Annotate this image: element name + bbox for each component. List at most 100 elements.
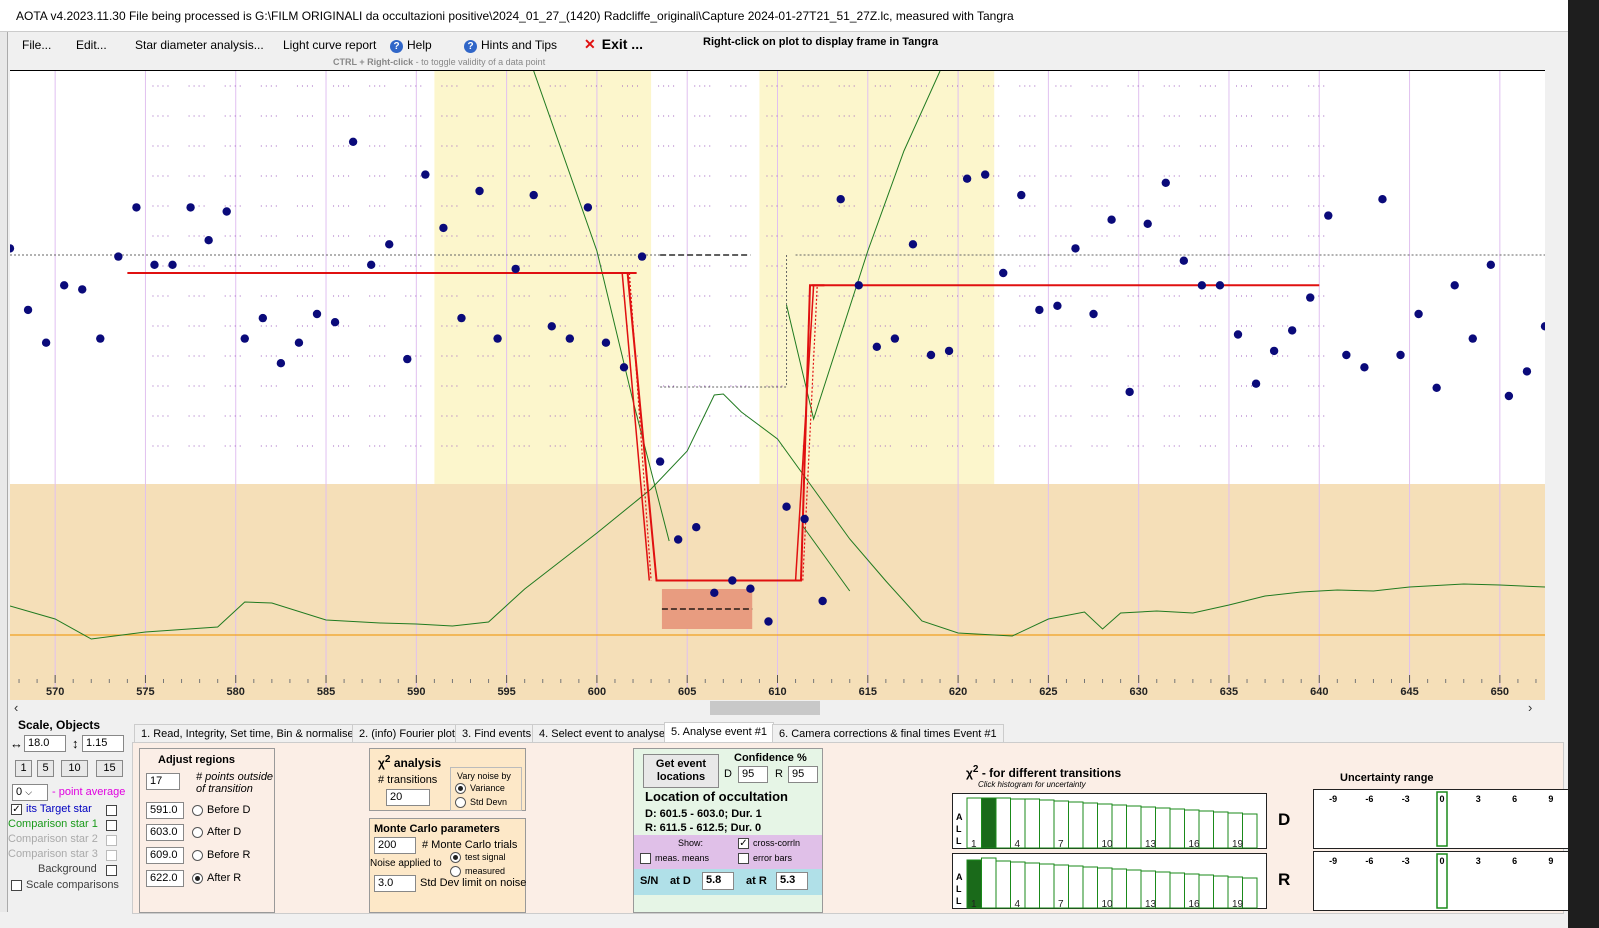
- uncertainty-r[interactable]: -9 -6 -3 0 3 6 9: [1313, 851, 1569, 911]
- variance-radio[interactable]: Variance: [455, 783, 505, 795]
- tab-analyse-event[interactable]: 5. Analyse event #1: [664, 722, 775, 744]
- monte-carlo-trials-input[interactable]: 200: [374, 837, 416, 854]
- menu-light-curve-report[interactable]: Light curve report: [283, 38, 377, 52]
- comparison-star-3-label[interactable]: Comparison star 3: [8, 848, 98, 860]
- before-d-radio-dot[interactable]: [192, 804, 203, 816]
- comparison-star-3-checkbox[interactable]: [106, 850, 117, 861]
- before-d-value[interactable]: 591.0: [146, 802, 184, 819]
- snr-at-d-label: at D: [670, 875, 691, 887]
- after-d-value[interactable]: 603.0: [146, 824, 184, 841]
- uncertainty-tick-label: 9: [1548, 856, 1553, 866]
- monte-carlo-trials-label: # Monte Carlo trials: [422, 839, 518, 851]
- data-point: [240, 334, 249, 343]
- tab-fourier[interactable]: 2. (info) Fourier plot: [352, 724, 462, 744]
- error-bars-box[interactable]: [738, 853, 749, 865]
- test-signal-radio-dot[interactable]: [450, 852, 461, 864]
- data-point: [601, 338, 611, 347]
- menu-star-diameter[interactable]: Star diameter analysis...: [135, 38, 264, 52]
- cross-corrln-checkbox[interactable]: ✓ cross-corrln: [738, 838, 800, 850]
- data-point: [637, 252, 647, 261]
- confidence-r-input[interactable]: 95: [788, 766, 818, 783]
- cross-corrln-box[interactable]: ✓: [738, 838, 749, 850]
- target-star-scale-checkbox[interactable]: [106, 805, 117, 816]
- comparison-star-2-label[interactable]: Comparison star 2: [8, 833, 98, 845]
- before-r-value[interactable]: 609.0: [146, 847, 184, 864]
- after-r-region: [759, 71, 995, 484]
- background-checkbox[interactable]: [106, 865, 117, 876]
- stddev-radio-dot[interactable]: [455, 797, 466, 809]
- menu-exit[interactable]: ✕ Exit ...: [584, 36, 643, 53]
- test-signal-radio[interactable]: test signal: [450, 852, 506, 864]
- tab-camera-corrections[interactable]: 6. Camera corrections & final times Even…: [772, 724, 1004, 744]
- light-curve-svg[interactable]: 570 575 580 585 590 595 600 605 610 615 620 625 630 6…: [10, 71, 1545, 701]
- menu-file[interactable]: File...: [22, 38, 52, 52]
- uncertainty-tick-label: -9: [1329, 856, 1337, 866]
- before-r-radio-dot[interactable]: [192, 849, 203, 861]
- points-outside-input[interactable]: 17: [146, 773, 180, 790]
- menu-hints[interactable]: ? Hints and Tips: [464, 38, 557, 53]
- meas-means-checkbox[interactable]: meas. means: [640, 853, 709, 865]
- scale-comparisons-row[interactable]: Scale comparisons: [11, 879, 119, 891]
- meas-means-box[interactable]: [640, 853, 651, 865]
- comparison-star-1-checkbox[interactable]: [106, 820, 117, 831]
- chi2-histogram-d[interactable]: A L L 1 4 7 10 13 16 19: [952, 793, 1268, 850]
- after-r-radio-dot[interactable]: [192, 872, 203, 884]
- before-r-label: Before R: [207, 849, 251, 861]
- points-outside-value: 17: [150, 775, 163, 787]
- menu-edit[interactable]: Edit...: [76, 38, 107, 52]
- variance-radio-dot[interactable]: [455, 783, 466, 795]
- data-point: [1089, 309, 1098, 319]
- target-star-checkbox[interactable]: ✓: [11, 803, 22, 815]
- target-star-row[interactable]: ✓ its Target star: [11, 803, 92, 815]
- tab-find-events[interactable]: 3. Find events: [455, 724, 539, 744]
- histogram-bar: [1082, 802, 1098, 849]
- before-d-radio[interactable]: Before D: [192, 804, 250, 816]
- confidence-d-input[interactable]: 95: [738, 766, 768, 783]
- after-r-radio[interactable]: After R: [192, 872, 241, 884]
- data-point: [908, 240, 918, 249]
- vertical-scale-input[interactable]: 1.15: [82, 735, 124, 752]
- after-d-radio-dot[interactable]: [192, 826, 203, 838]
- data-point: [926, 350, 936, 360]
- comparison-star-2-checkbox[interactable]: [106, 835, 117, 846]
- histogram-tick-label: 1: [971, 839, 977, 850]
- horizontal-scale-input[interactable]: 18.0: [24, 735, 66, 752]
- data-point: [782, 502, 791, 511]
- stddev-radio[interactable]: Std Devn: [455, 797, 507, 809]
- tab-select-event[interactable]: 4. Select event to analyse: [532, 724, 672, 744]
- histogram-tick-label: 1: [971, 899, 977, 910]
- uncertainty-d[interactable]: -9 -6 -3 0 3 6 9: [1313, 789, 1569, 849]
- measured-radio-dot[interactable]: [450, 866, 461, 878]
- light-curve-plot[interactable]: 570 575 580 585 590 595 600 605 610 615 620 625 630 6…: [10, 70, 1545, 701]
- error-bars-checkbox[interactable]: error bars: [738, 853, 792, 865]
- scale-comparisons-checkbox[interactable]: [11, 879, 22, 891]
- menu-exit-label: Exit ...: [601, 36, 643, 52]
- histogram-bar: [1169, 872, 1185, 909]
- chi2-histogram-d-svg[interactable]: ALL 1 4 7 10 13 16 19: [953, 794, 1268, 850]
- scale-button-15[interactable]: 15: [96, 760, 123, 777]
- get-event-locations-button[interactable]: Get event locations: [643, 754, 719, 788]
- transitions-input[interactable]: 20: [386, 789, 430, 806]
- measured-radio[interactable]: measured: [450, 866, 505, 878]
- data-point: [1468, 334, 1477, 343]
- data-point: [980, 170, 990, 179]
- chi2-histogram-r[interactable]: A L L 1 4 7 10 13 16 19: [952, 853, 1268, 910]
- before-r-radio[interactable]: Before R: [192, 849, 250, 861]
- scale-button-1[interactable]: 1: [15, 760, 32, 777]
- after-d-radio[interactable]: After D: [192, 826, 241, 838]
- chevron-left-icon[interactable]: ‹: [14, 700, 19, 715]
- comparison-star-1-label[interactable]: Comparison star 1: [8, 818, 98, 830]
- chi2-histogram-r-svg[interactable]: ALL 1 4 7 10 13 16 19: [953, 854, 1268, 910]
- scale-button-5[interactable]: 5: [37, 760, 54, 777]
- point-average-select[interactable]: 0 ⌵: [12, 784, 48, 801]
- scrollbar-thumb[interactable]: [710, 701, 820, 715]
- std-limit-input[interactable]: 3.0: [374, 875, 416, 892]
- scale-button-10[interactable]: 10: [61, 760, 88, 777]
- horizontal-scrollbar[interactable]: ‹ ›: [10, 700, 1545, 716]
- tab-read[interactable]: 1. Read, Integrity, Set time, Bin & norm…: [134, 724, 361, 744]
- d-transition-dotted: [628, 272, 652, 581]
- background-label[interactable]: Background: [38, 863, 97, 875]
- menu-help[interactable]: ? Help: [390, 38, 432, 53]
- after-r-value[interactable]: 622.0: [146, 870, 184, 887]
- chevron-right-icon[interactable]: ›: [1528, 700, 1533, 715]
